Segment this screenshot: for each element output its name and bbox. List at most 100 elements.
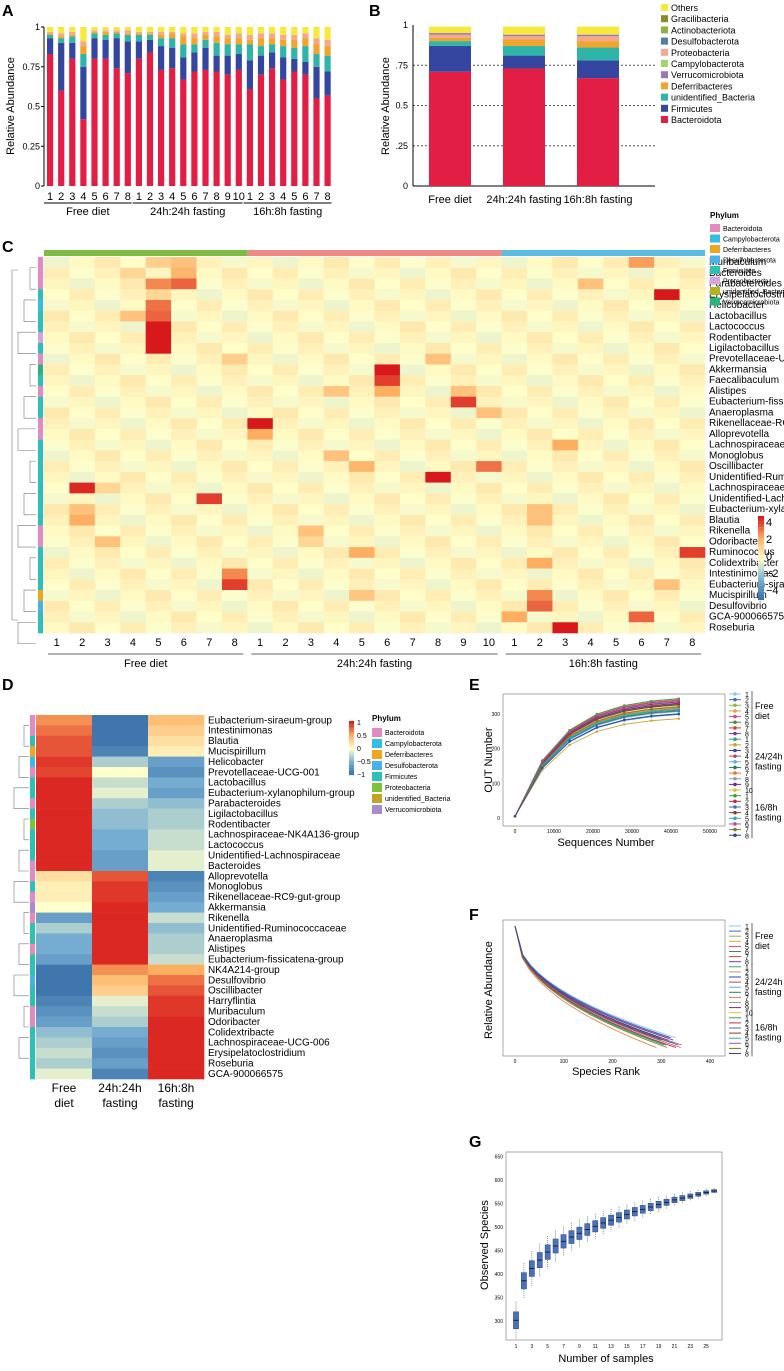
c-heat-cell: [450, 332, 477, 344]
c-heat-cell: [399, 310, 426, 322]
a-bar-segment: [213, 31, 220, 37]
c-heat-cell: [450, 611, 477, 623]
c-heat-cell: [374, 385, 401, 397]
d-colorbar-segment: [349, 760, 354, 763]
a-bar-segment: [246, 60, 253, 90]
d-heat-cell: [92, 746, 149, 757]
e-legend-marker: [733, 771, 737, 775]
c-heat-cell: [272, 547, 299, 559]
c-heat-cell: [527, 493, 553, 505]
e-xtick-label: 0: [514, 829, 517, 835]
c-colorbar-segment: [758, 527, 764, 531]
c-dendrogram-branch: [17, 331, 36, 354]
c-heat-cell: [69, 353, 96, 365]
c-heat-cell: [221, 364, 248, 376]
d-row-label: Lactobacillus: [208, 778, 266, 789]
c-heat-cell: [196, 375, 223, 387]
d-row-label: Helicobacter: [208, 757, 264, 768]
c-heat-cell: [196, 514, 223, 526]
c-heat-cell: [450, 364, 477, 376]
c-heat-cell: [501, 332, 528, 344]
c-heat-cell: [171, 557, 197, 569]
c-heat-cell: [323, 364, 350, 376]
d-colorbar-segment: [349, 753, 354, 756]
e-series-point: [595, 718, 599, 721]
c-heat-cell: [425, 493, 452, 505]
g-xtick-label: 25: [703, 1344, 709, 1350]
c-heat-cell: [272, 525, 299, 537]
c-heat-cell: [425, 482, 452, 494]
a-bar-segment: [213, 27, 220, 32]
f-group-label: Free: [755, 931, 774, 941]
c-heat-cell: [628, 557, 655, 569]
c-heat-cell: [44, 600, 70, 612]
c-heat-cell: [527, 385, 553, 397]
c-dendrogram-branch: [11, 269, 18, 621]
e-legend-marker: [733, 805, 737, 809]
a-bar-segment: [169, 33, 176, 39]
a-bar-segment: [213, 71, 220, 186]
d-phylum-strip: [30, 850, 35, 861]
a-bar-segment: [80, 27, 87, 42]
d-phylum-strip: [30, 871, 35, 882]
c-heat-cell: [425, 568, 452, 580]
a-bar-segment: [324, 71, 331, 96]
a-bar-segment: [180, 36, 187, 45]
c-heat-cell: [450, 299, 477, 312]
c-heat-cell: [501, 299, 528, 312]
d-phylum-strip: [30, 1006, 35, 1017]
c-row-label: Roseburia: [709, 622, 755, 633]
e-series-point: [650, 709, 653, 713]
b-ytick-label: 1: [403, 20, 408, 30]
c-heat-cell: [603, 428, 630, 440]
a-bar-segment: [213, 36, 220, 43]
a-bar-segment: [191, 27, 198, 34]
e-group-label: 24/24h: [755, 752, 783, 762]
c-heat-cell: [654, 600, 680, 612]
c-heat-cell: [323, 439, 350, 451]
c-heat-cell: [679, 396, 706, 408]
c-heat-cell: [69, 600, 96, 612]
d-heat-cell: [92, 829, 149, 841]
f-xlabel: Species Rank: [572, 1066, 640, 1078]
c-heat-cell: [145, 471, 172, 483]
c-heat-cell: [272, 482, 299, 494]
d-column-label: fasting: [102, 1096, 137, 1110]
c-heat-cell: [501, 547, 528, 559]
c-heat-cell: [450, 321, 477, 333]
c-column-label: 6: [638, 637, 644, 649]
c-heat-cell: [120, 504, 146, 516]
e-series-point: [595, 723, 599, 727]
c-heat-cell: [425, 611, 452, 623]
panel-letter-b: B: [369, 3, 381, 20]
c-phylum-strip: [38, 257, 43, 269]
d-row-label: Ligilactobacillus: [208, 809, 278, 820]
c-heat-cell: [323, 375, 350, 387]
a-bar-segment: [269, 68, 276, 186]
e-xlabel: Sequences Number: [557, 837, 655, 849]
c-heat-cell: [120, 342, 146, 354]
a-bar-segment: [102, 34, 109, 40]
c-heat-cell: [221, 536, 248, 548]
d-legend-title: Phylum: [372, 714, 401, 723]
c-heat-cell: [628, 375, 655, 387]
c-heat-cell: [679, 353, 706, 365]
panel-letter-c: C: [2, 239, 14, 256]
c-colorbar-label: −2: [766, 568, 779, 580]
c-heat-cell: [628, 428, 655, 440]
c-row-label: Prevotellaceae-UCG-001: [709, 354, 784, 365]
g-xtick-label: 17: [640, 1344, 646, 1350]
c-heat-cell: [450, 536, 477, 548]
d-heat-cell: [36, 756, 93, 768]
c-heat-cell: [654, 482, 680, 494]
g-xtick-label: 21: [672, 1344, 678, 1350]
c-row-label: Odoribacter: [709, 536, 762, 547]
c-heat-cell: [399, 504, 426, 516]
c-heat-cell: [120, 289, 146, 301]
c-heat-cell: [120, 353, 146, 365]
c-heat-cell: [450, 267, 477, 279]
c-heat-cell: [272, 557, 299, 569]
d-heat-cell: [92, 777, 149, 789]
c-heat-cell: [69, 493, 96, 505]
